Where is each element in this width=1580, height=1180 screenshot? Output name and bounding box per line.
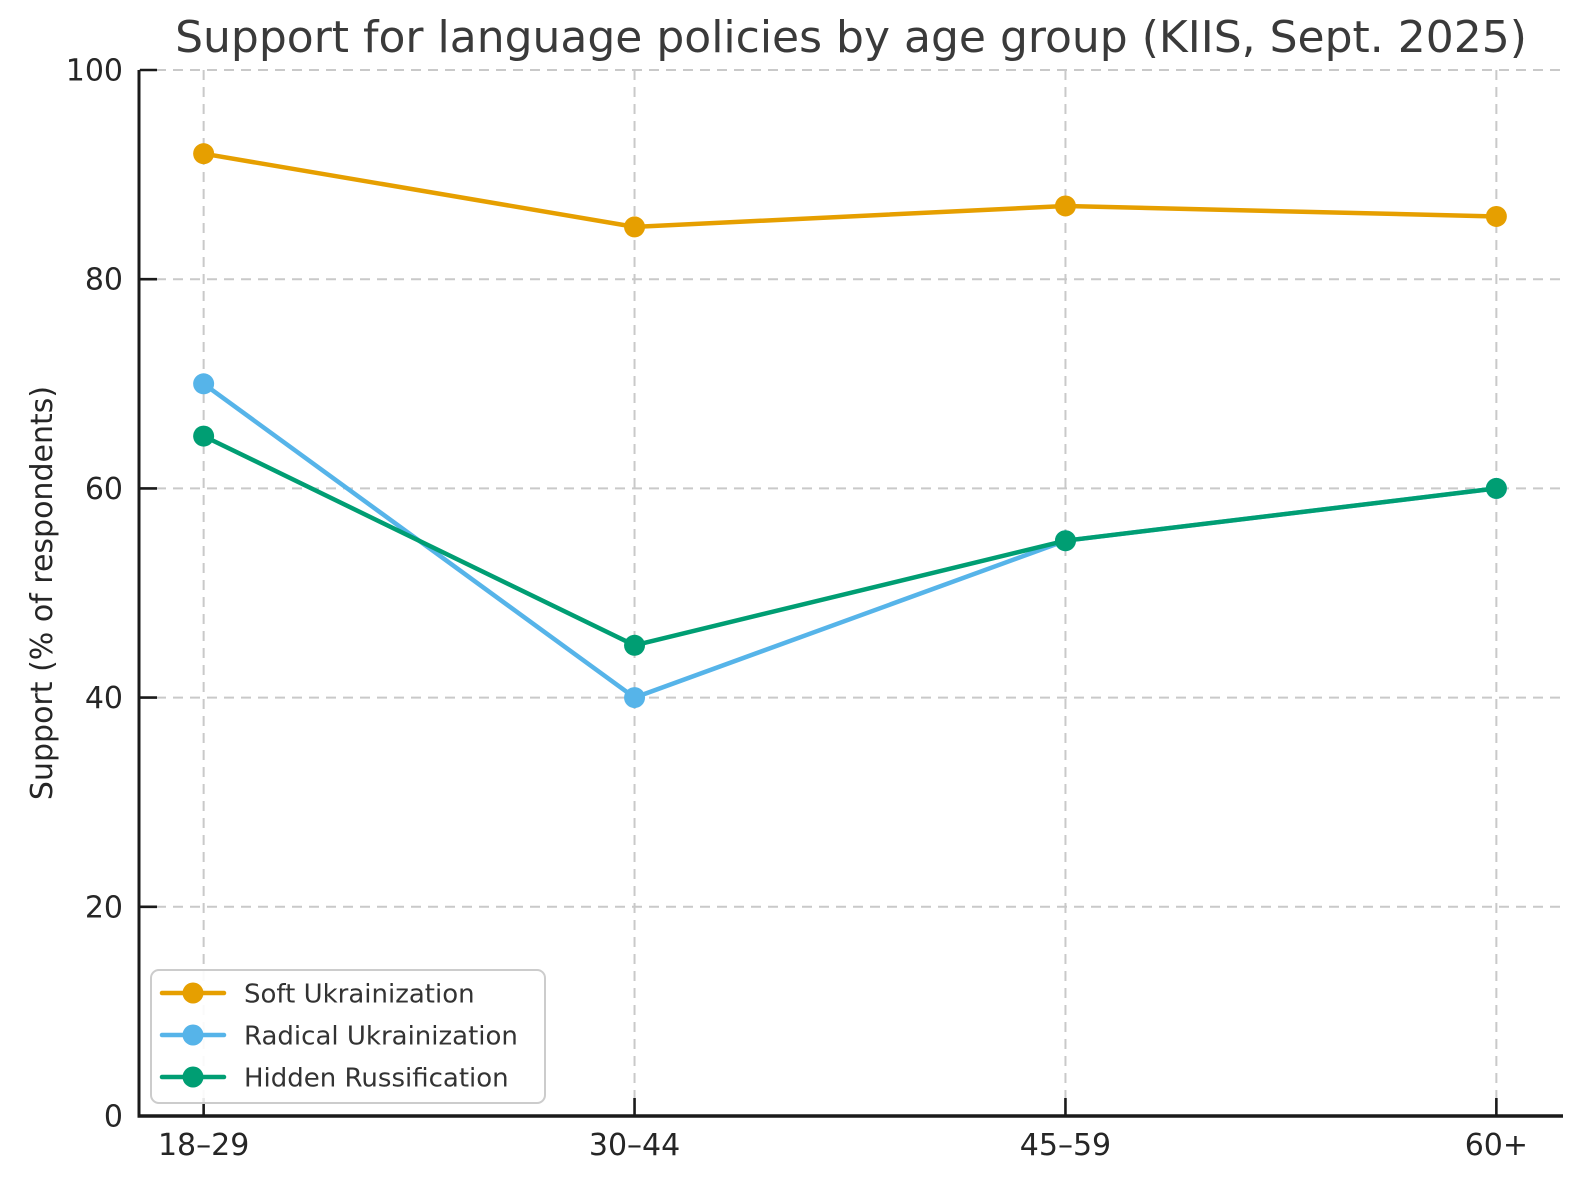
marker-soft-ukrainization-0: [193, 143, 215, 165]
y-tick-label: 20: [85, 890, 123, 925]
legend-label: Soft Ukrainization: [244, 980, 475, 1010]
x-tick-label: 45–59: [1020, 1128, 1111, 1163]
chart-title: Support for language policies by age gro…: [175, 12, 1527, 63]
marker-soft-ukrainization-1: [624, 216, 646, 238]
x-tick-label: 60+: [1465, 1128, 1528, 1163]
marker-soft-ukrainization-2: [1054, 195, 1076, 217]
legend-label: Hidden Russification: [244, 1064, 509, 1094]
legend-item-hidden-russification: Hidden Russification: [159, 1064, 509, 1094]
marker-hidden-russification-3: [1485, 477, 1507, 499]
marker-hidden-russification-1: [624, 634, 646, 656]
legend-item-soft-ukrainization: Soft Ukrainization: [159, 980, 475, 1010]
legend-marker-icon: [182, 982, 204, 1004]
series-line-radical-ukrainization: [201, 381, 1499, 700]
legend: Soft Ukrainization Radical Ukrainization H…: [150, 969, 546, 1104]
y-axis-label: Support (% of respondents): [25, 386, 60, 800]
legend-marker-icon: [182, 1024, 204, 1046]
series-group: [193, 143, 1507, 709]
marker-soft-ukrainization-3: [1485, 205, 1507, 227]
marker-hidden-russification-0: [193, 425, 215, 447]
y-tick-label: 100: [66, 54, 123, 89]
legend-marker-icon: [182, 1066, 204, 1088]
y-tick-label: 80: [85, 263, 123, 298]
y-tick-label: 0: [104, 1100, 123, 1135]
series-line-hidden-russification: [201, 433, 1499, 648]
legend-label: Radical Ukrainization: [244, 1022, 518, 1052]
marker-hidden-russification-2: [1054, 530, 1076, 552]
legend-item-radical-ukrainization: Radical Ukrainization: [159, 1022, 518, 1052]
legend-box: [150, 969, 546, 1104]
x-tick-label: 30–44: [589, 1128, 680, 1163]
y-tick-label: 40: [85, 681, 123, 716]
marker-radical-ukrainization-0: [193, 373, 215, 395]
axes: 0 20 40 60 80 100 18–29 30–44 45–59 60+: [66, 54, 1563, 1163]
gridlines: [139, 69, 1561, 1117]
marker-radical-ukrainization-1: [624, 687, 646, 709]
y-tick-label: 60: [85, 472, 123, 507]
series-line-soft-ukrainization: [201, 151, 1499, 230]
x-tick-label: 18–29: [158, 1128, 249, 1163]
